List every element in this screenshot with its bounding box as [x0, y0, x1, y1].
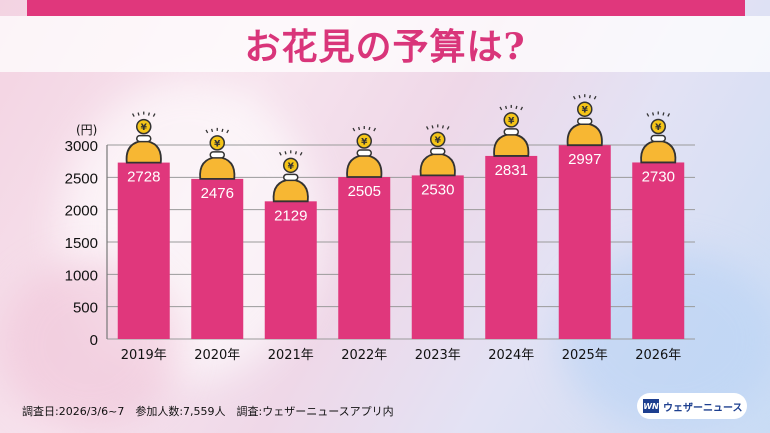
coin-purse-icon: ¥: [125, 111, 162, 164]
y-tick-label: 2500: [65, 170, 98, 187]
y-tick-label: 2000: [65, 203, 98, 220]
logo-mark: WN: [643, 399, 659, 413]
chart-title: お花見の予算は?: [244, 26, 526, 68]
bar: [485, 155, 538, 339]
coin-purse-icon: ¥: [566, 94, 603, 147]
svg-text:¥: ¥: [655, 123, 662, 133]
weathernews-logo: WN ウェザーニュース: [637, 393, 747, 419]
bar: [117, 162, 170, 339]
coin-purse-icon: ¥: [640, 111, 677, 164]
x-tick-label: 2020年: [194, 348, 240, 363]
bar-value-label: 2831: [495, 162, 528, 179]
bar-value-label: 2505: [348, 183, 381, 200]
x-tick-label: 2024年: [488, 348, 534, 363]
y-tick-label: 0: [90, 332, 98, 349]
x-tick-label: 2026年: [635, 348, 681, 363]
bar-value-label: 2730: [642, 168, 675, 185]
svg-text:¥: ¥: [288, 162, 295, 172]
svg-text:¥: ¥: [214, 139, 221, 149]
x-tick-label: 2023年: [415, 348, 461, 363]
y-tick-label: 500: [73, 300, 98, 317]
header-band: [27, 0, 745, 16]
bar: [264, 201, 317, 339]
bar-value-label: 2129: [274, 207, 307, 224]
svg-text:¥: ¥: [435, 136, 442, 146]
title-strip: [0, 16, 770, 72]
x-tick-label: 2019年: [121, 348, 167, 363]
x-tick-label: 2025年: [562, 348, 608, 363]
coin-purse-icon: ¥: [199, 127, 236, 180]
svg-text:¥: ¥: [582, 106, 589, 116]
bar: [191, 178, 244, 339]
bar-value-label: 2728: [127, 169, 160, 186]
coin-purse-icon: ¥: [272, 150, 309, 203]
y-axis-unit: (円): [76, 123, 97, 137]
coin-purse-icon: ¥: [493, 104, 530, 157]
coin-purse-icon: ¥: [346, 126, 383, 178]
bar: [411, 175, 464, 339]
bar: [338, 177, 391, 339]
y-tick-label: 1000: [65, 267, 98, 284]
bar: [558, 145, 611, 339]
coin-purse-icon: ¥: [419, 124, 456, 177]
x-tick-label: 2021年: [268, 348, 314, 363]
x-tick-label: 2022年: [341, 348, 387, 363]
survey-footnote: 調査日:2026/3/6~7 参加人数:7,559人 調査:ウェザーニュースアプ…: [22, 405, 394, 418]
svg-text:¥: ¥: [141, 123, 148, 133]
y-tick-label: 3000: [65, 138, 98, 155]
bar-value-label: 2476: [201, 185, 234, 202]
logo-text: ウェザーニュース: [663, 402, 743, 414]
bar: [632, 162, 685, 339]
svg-text:¥: ¥: [508, 116, 515, 126]
bar-value-label: 2997: [568, 151, 601, 168]
svg-text:¥: ¥: [361, 138, 368, 148]
bar-value-label: 2530: [421, 181, 454, 198]
y-tick-label: 1500: [65, 235, 98, 252]
